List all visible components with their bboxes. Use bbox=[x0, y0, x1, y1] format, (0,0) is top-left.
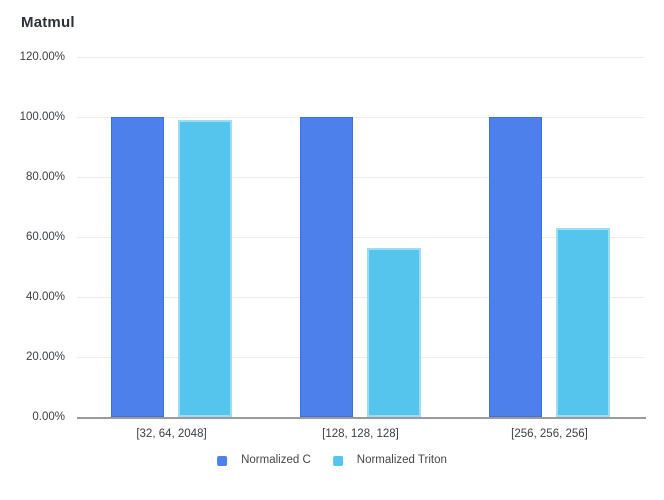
chart-legend: Normalized C Normalized Triton bbox=[217, 454, 447, 467]
gridline bbox=[77, 57, 644, 58]
bar-normalized-triton[interactable] bbox=[556, 228, 610, 417]
legend-swatch-icon bbox=[217, 455, 228, 466]
x-axis-category-label: [256, 256, 256] bbox=[511, 428, 588, 440]
bar-normalized-triton[interactable] bbox=[367, 247, 421, 417]
gridline bbox=[77, 357, 644, 358]
gridline bbox=[77, 117, 644, 118]
x-axis-line bbox=[77, 417, 646, 419]
gridline bbox=[77, 237, 644, 238]
bar-normalized-c[interactable] bbox=[489, 117, 542, 417]
legend-item-normalized-triton[interactable]: Normalized Triton bbox=[332, 454, 447, 467]
legend-label: Normalized C bbox=[241, 454, 311, 466]
gridline bbox=[77, 177, 644, 178]
y-axis-tick-label: 80.00% bbox=[25, 171, 65, 183]
y-axis-tick-label: 20.00% bbox=[25, 351, 65, 363]
x-axis-category-label: [32, 64, 2048] bbox=[136, 428, 207, 440]
bar-normalized-triton[interactable] bbox=[178, 120, 232, 417]
x-axis-category-label: [128, 128, 128] bbox=[322, 428, 399, 440]
y-axis-tick-label: 0.00% bbox=[32, 411, 65, 423]
y-axis-tick-label: 100.00% bbox=[19, 111, 65, 123]
gridline bbox=[77, 297, 644, 298]
y-axis-tick-label: 120.00% bbox=[19, 51, 65, 63]
legend-item-normalized-c[interactable]: Normalized C bbox=[217, 454, 311, 467]
y-axis-tick-label: 60.00% bbox=[25, 231, 65, 243]
legend-label: Normalized Triton bbox=[356, 454, 447, 466]
y-axis-tick-label: 40.00% bbox=[25, 291, 65, 303]
legend-swatch-icon bbox=[332, 455, 343, 466]
chart-title: Matmul bbox=[21, 14, 75, 31]
bar-normalized-c[interactable] bbox=[111, 117, 164, 417]
bar-normalized-c[interactable] bbox=[300, 117, 353, 417]
